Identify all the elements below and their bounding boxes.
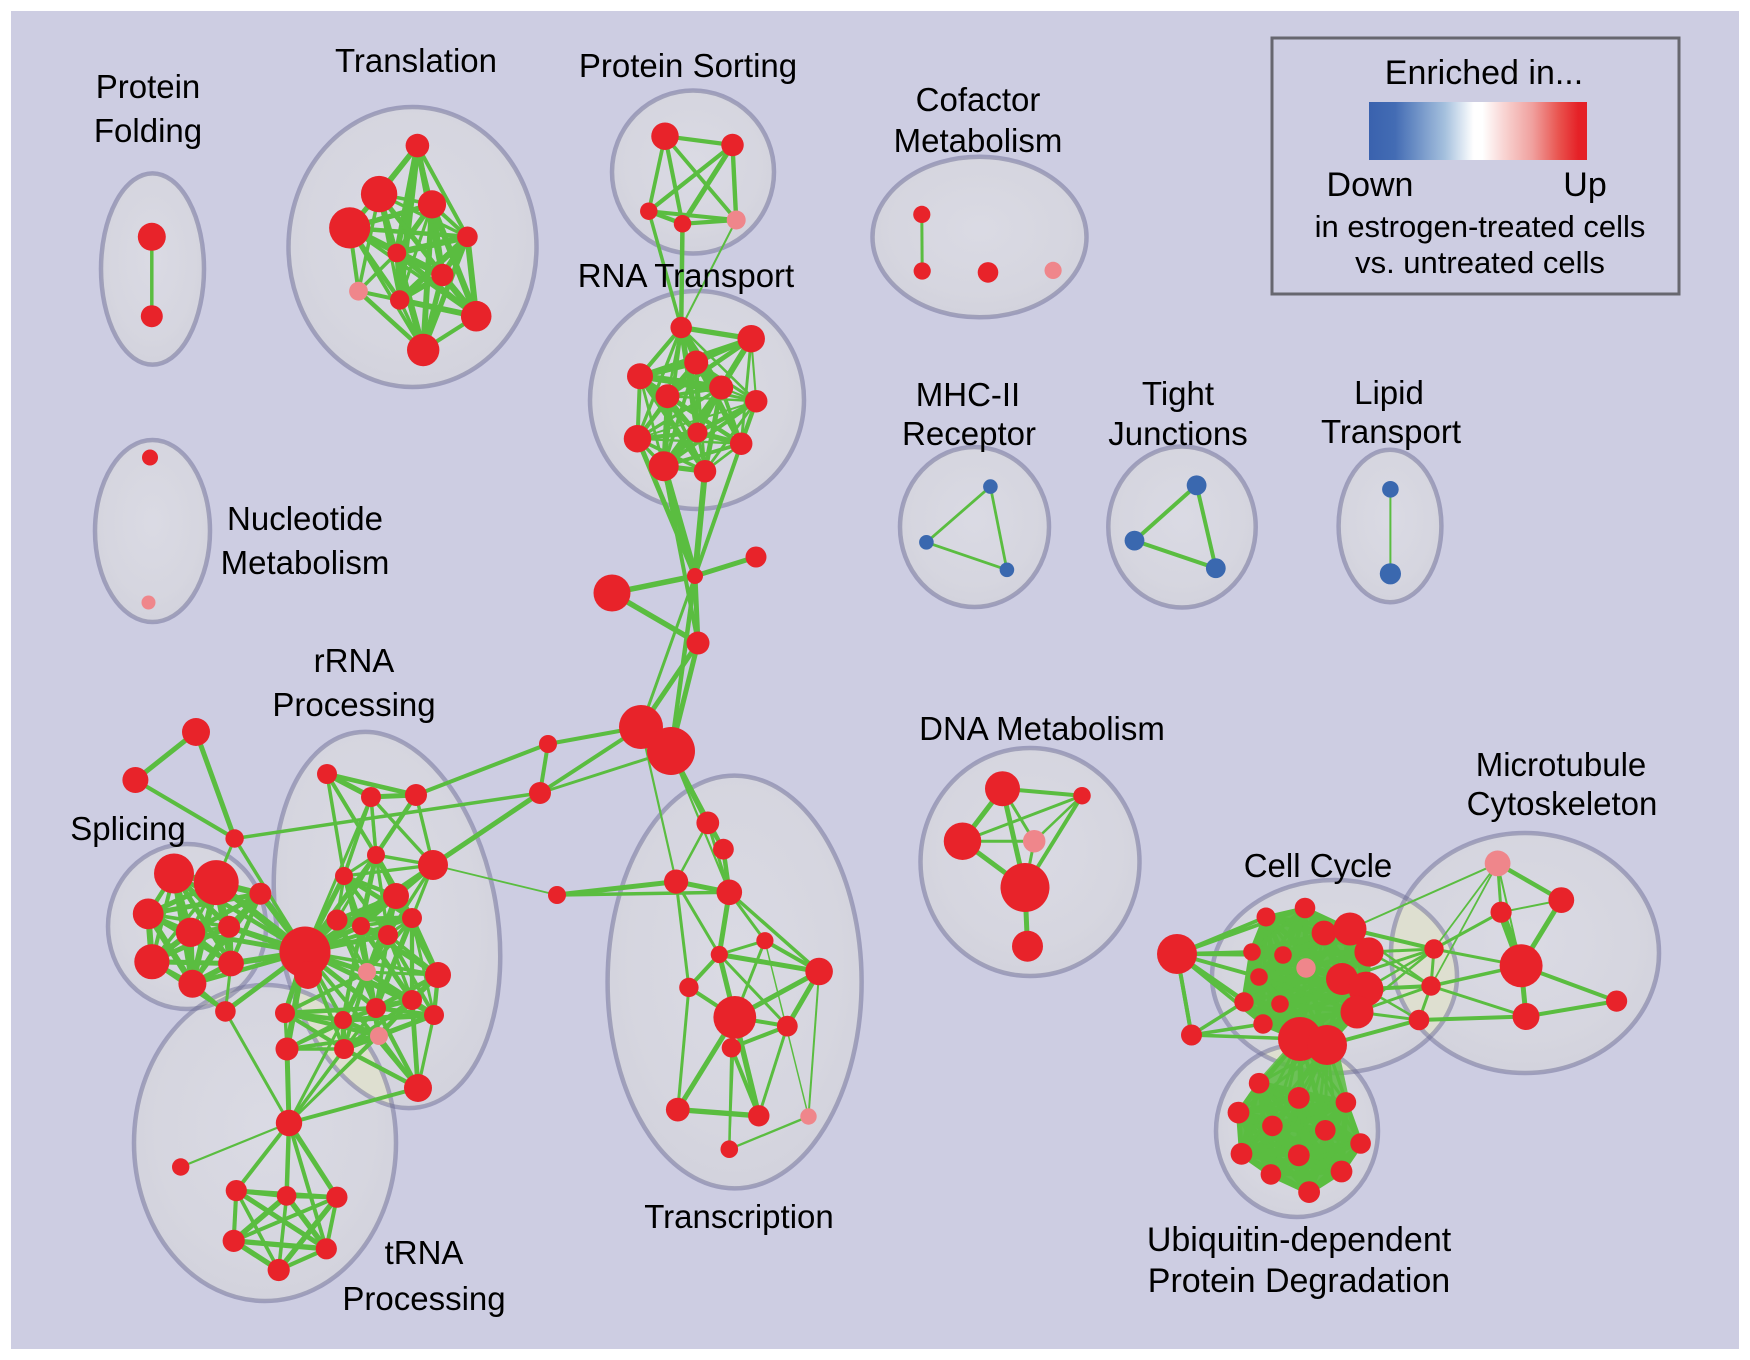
svg-text:Splicing: Splicing [70, 810, 186, 847]
svg-text:Down: Down [1327, 166, 1414, 204]
svg-text:Receptor: Receptor [902, 415, 1036, 452]
svg-text:Cell Cycle: Cell Cycle [1244, 847, 1393, 884]
svg-text:Metabolism: Metabolism [221, 544, 390, 581]
svg-text:Metabolism: Metabolism [894, 122, 1063, 159]
svg-text:Cytoskeleton: Cytoskeleton [1467, 785, 1658, 822]
svg-text:Up: Up [1563, 166, 1606, 204]
svg-text:tRNA: tRNA [385, 1234, 464, 1271]
svg-text:Protein Sorting: Protein Sorting [579, 47, 797, 84]
svg-text:in estrogen-treated cells: in estrogen-treated cells [1315, 209, 1646, 244]
svg-text:Folding: Folding [94, 112, 202, 149]
svg-text:Lipid: Lipid [1354, 374, 1424, 411]
svg-text:Translation: Translation [335, 42, 497, 79]
svg-text:Enriched in...: Enriched in... [1385, 54, 1583, 92]
svg-text:Nucleotide: Nucleotide [227, 500, 383, 537]
svg-text:RNA Transport: RNA Transport [578, 257, 794, 294]
svg-text:Tight: Tight [1142, 375, 1214, 412]
svg-text:Junctions: Junctions [1108, 415, 1247, 452]
svg-text:Cofactor: Cofactor [916, 81, 1041, 118]
svg-text:Microtubule: Microtubule [1476, 746, 1647, 783]
svg-text:MHC-II: MHC-II [916, 376, 1020, 413]
svg-text:Processing: Processing [272, 686, 435, 723]
svg-text:DNA Metabolism: DNA Metabolism [919, 710, 1165, 747]
svg-text:Protein: Protein [96, 68, 201, 105]
svg-text:Ubiquitin-dependent: Ubiquitin-dependent [1147, 1221, 1452, 1259]
svg-text:Protein Degradation: Protein Degradation [1148, 1262, 1450, 1300]
svg-text:vs. untreated cells: vs. untreated cells [1355, 245, 1605, 280]
svg-text:rRNA: rRNA [314, 642, 395, 679]
svg-text:Transport: Transport [1321, 413, 1461, 450]
svg-text:Processing: Processing [342, 1280, 505, 1317]
svg-text:Transcription: Transcription [644, 1198, 834, 1235]
